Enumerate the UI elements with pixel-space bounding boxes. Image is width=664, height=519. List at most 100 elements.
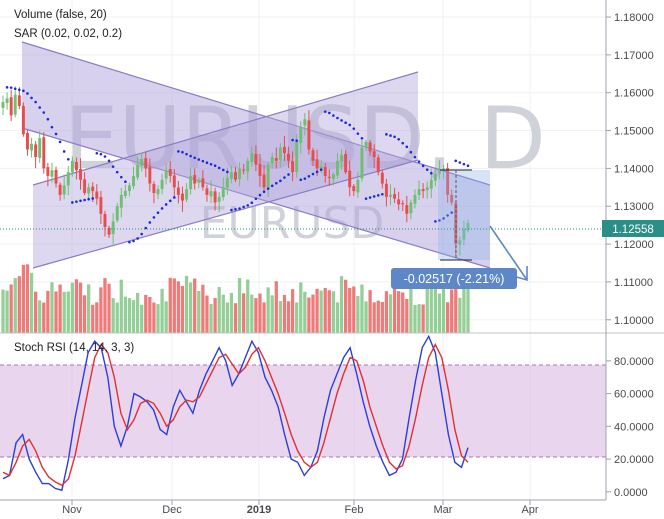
stoch-d-line — [2, 342, 469, 487]
sar-dot — [238, 207, 241, 210]
candle — [282, 135, 286, 161]
sar-dot — [42, 111, 46, 114]
sar-dot — [336, 116, 339, 120]
sar-dot — [438, 219, 441, 222]
volume-bar — [450, 289, 454, 333]
sar-dot — [58, 140, 62, 144]
volume-bar — [344, 279, 348, 333]
volume-bar — [364, 301, 368, 333]
price-axis[interactable]: 1.18000 1.17000 1.16000 1.15000 1.14000 1.130… — [606, 12, 654, 327]
sar-dot — [75, 200, 78, 203]
sar-dot — [152, 216, 156, 219]
sar-dot — [5, 86, 9, 89]
price-tick-label: 1.14000 — [614, 163, 654, 175]
sar-dot — [319, 168, 323, 172]
candle — [46, 162, 50, 187]
candle — [405, 195, 409, 223]
candle — [344, 150, 348, 175]
volume-bar — [307, 297, 311, 333]
legend-volume[interactable]: Volume (false, 20) — [14, 9, 107, 21]
sar-dot — [425, 168, 429, 171]
sar-dot — [376, 194, 380, 197]
sar-dot — [83, 198, 86, 202]
sar-dot — [389, 134, 392, 137]
volume-bar — [197, 290, 201, 333]
candle — [270, 152, 274, 169]
volume-bar — [91, 304, 95, 333]
candle — [364, 139, 368, 152]
candle — [238, 162, 242, 187]
sar-dot — [295, 139, 298, 142]
candle — [368, 140, 372, 156]
sar-dot — [462, 162, 466, 166]
candle — [291, 151, 295, 182]
sar-dot — [442, 217, 445, 220]
sar-dot — [311, 172, 315, 176]
sar-dot — [368, 196, 372, 199]
volume-bar — [225, 302, 229, 333]
sar-dot — [283, 176, 286, 179]
candle — [127, 182, 131, 197]
candle — [209, 180, 213, 204]
volume-bar — [368, 290, 372, 333]
sar-dot — [270, 184, 274, 188]
volume-bar — [95, 302, 99, 333]
price-range-measure[interactable] — [438, 169, 490, 261]
time-tick-label: Dec — [162, 504, 182, 516]
candle — [384, 178, 388, 207]
candle — [38, 131, 42, 163]
sar-dot — [274, 181, 278, 185]
volume-bar — [421, 304, 425, 333]
volume-bar — [172, 278, 176, 333]
legend-sar[interactable]: SAR (0.02, 0.02, 0.2) — [14, 28, 122, 40]
channel-uptrend[interactable] — [32, 71, 419, 269]
candle — [168, 160, 172, 183]
candle — [266, 161, 270, 197]
sar-dot — [9, 86, 13, 89]
stoch-rsi-title[interactable]: Stoch RSI (14, 14, 3, 3) — [14, 342, 134, 354]
candle — [327, 169, 331, 186]
volume-bar — [282, 294, 287, 333]
stoch-tick-label: 60.0000 — [614, 389, 654, 401]
candle — [205, 184, 209, 202]
volume-bar — [123, 296, 127, 333]
sar-dot — [287, 173, 290, 176]
sar-dot — [446, 214, 449, 217]
sar-dot — [189, 154, 192, 158]
sar-dot — [99, 152, 103, 156]
stoch-axis[interactable]: 80.0000 60.0000 40.0000 20.0000 0.0000 — [606, 356, 654, 499]
sar-dot — [30, 96, 33, 100]
candlestick-series — [1, 86, 470, 256]
candle — [111, 213, 115, 245]
volume-bar — [445, 302, 450, 333]
time-axis[interactable]: Nov Dec 2019 Feb Mar Apr — [62, 500, 539, 516]
candle — [234, 167, 237, 182]
volume-bar — [372, 302, 376, 333]
volume-bar — [413, 304, 417, 333]
volume-bar — [1, 289, 5, 333]
candle — [193, 168, 197, 190]
time-tick-label: 2019 — [247, 504, 271, 516]
sar-dot — [173, 196, 176, 199]
volume-bar — [331, 291, 336, 333]
price-tick-label: 1.10000 — [614, 315, 654, 327]
volume-bar — [237, 277, 242, 333]
candle — [242, 163, 246, 175]
sar-dot — [217, 166, 221, 170]
sar-dot — [213, 164, 217, 167]
volume-bar — [160, 288, 164, 333]
candle — [9, 89, 13, 122]
candle — [30, 137, 34, 158]
volume-bar — [229, 292, 234, 333]
candle — [450, 189, 454, 206]
sar-dot — [87, 197, 90, 201]
last-price-value: 1.12558 — [612, 224, 654, 236]
volume-bar — [115, 302, 119, 333]
candle — [13, 86, 17, 118]
candle — [50, 162, 54, 183]
candle — [442, 164, 445, 179]
volume-bar — [360, 284, 364, 333]
candle — [409, 199, 413, 220]
sar-dot — [242, 205, 245, 209]
candle — [1, 95, 5, 116]
